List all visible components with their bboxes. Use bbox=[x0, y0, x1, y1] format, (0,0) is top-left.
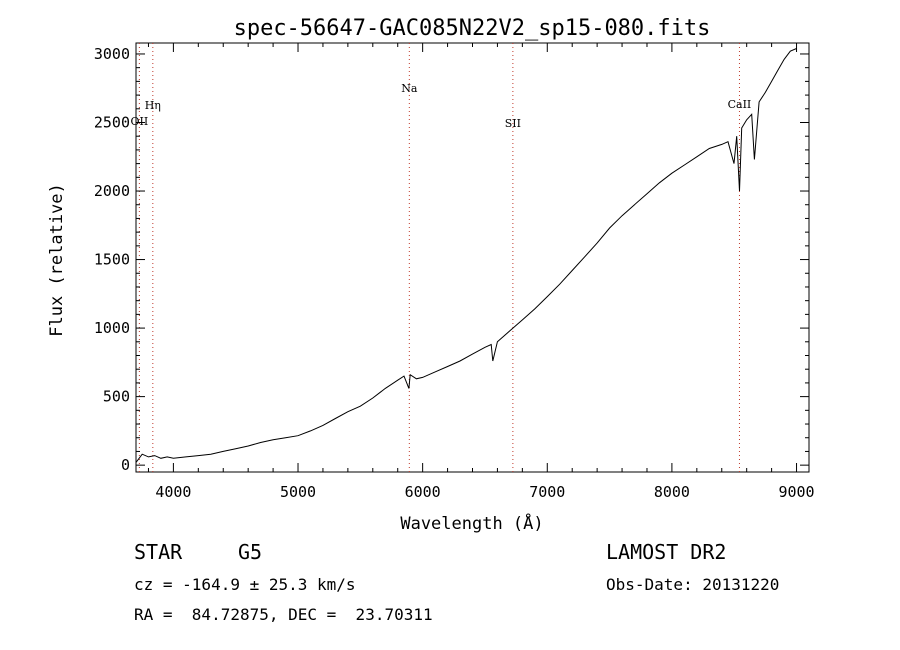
plot-frame bbox=[135, 42, 810, 473]
y-tick-label: 3000 bbox=[94, 45, 130, 63]
y-tick-label: 1000 bbox=[94, 319, 130, 337]
y-tick-label: 500 bbox=[103, 388, 130, 406]
y-tick-label: 1500 bbox=[94, 251, 130, 269]
x-tick-label: 5000 bbox=[280, 483, 316, 501]
chart-title: spec-56647-GAC085N22V2_sp15-080.fits bbox=[234, 16, 711, 41]
coordinates: RA = 84.72875, DEC = 23.70311 bbox=[134, 605, 433, 624]
spectral-subclass: G5 bbox=[238, 540, 263, 564]
spectral-line-label: CaII bbox=[728, 98, 752, 111]
observation-date: Obs-Date: 20131220 bbox=[606, 575, 780, 594]
y-tick-label: 2500 bbox=[94, 113, 130, 131]
y-axis-label: Flux (relative) bbox=[47, 183, 67, 337]
x-tick-label: 8000 bbox=[654, 483, 690, 501]
spectral-line-label: Na bbox=[401, 82, 418, 95]
x-tick-label: 7000 bbox=[529, 483, 565, 501]
x-tick-label: 6000 bbox=[405, 483, 441, 501]
survey-name: LAMOST DR2 bbox=[606, 540, 727, 564]
redshift-cz: cz = -164.9 ± 25.3 km/s bbox=[134, 575, 356, 594]
object-type: STAR bbox=[134, 540, 183, 564]
spectral-line-label: Hη bbox=[145, 99, 161, 112]
y-tick-label: 2000 bbox=[94, 182, 130, 200]
x-tick-label: 9000 bbox=[778, 483, 814, 501]
x-axis-label: Wavelength (Å) bbox=[400, 512, 543, 534]
spectral-line-label: OII bbox=[131, 115, 149, 128]
y-tick-label: 0 bbox=[121, 456, 130, 474]
x-tick-label: 4000 bbox=[155, 483, 191, 501]
spectral-line-label: SII bbox=[505, 117, 521, 130]
spectrum-series bbox=[135, 48, 797, 463]
